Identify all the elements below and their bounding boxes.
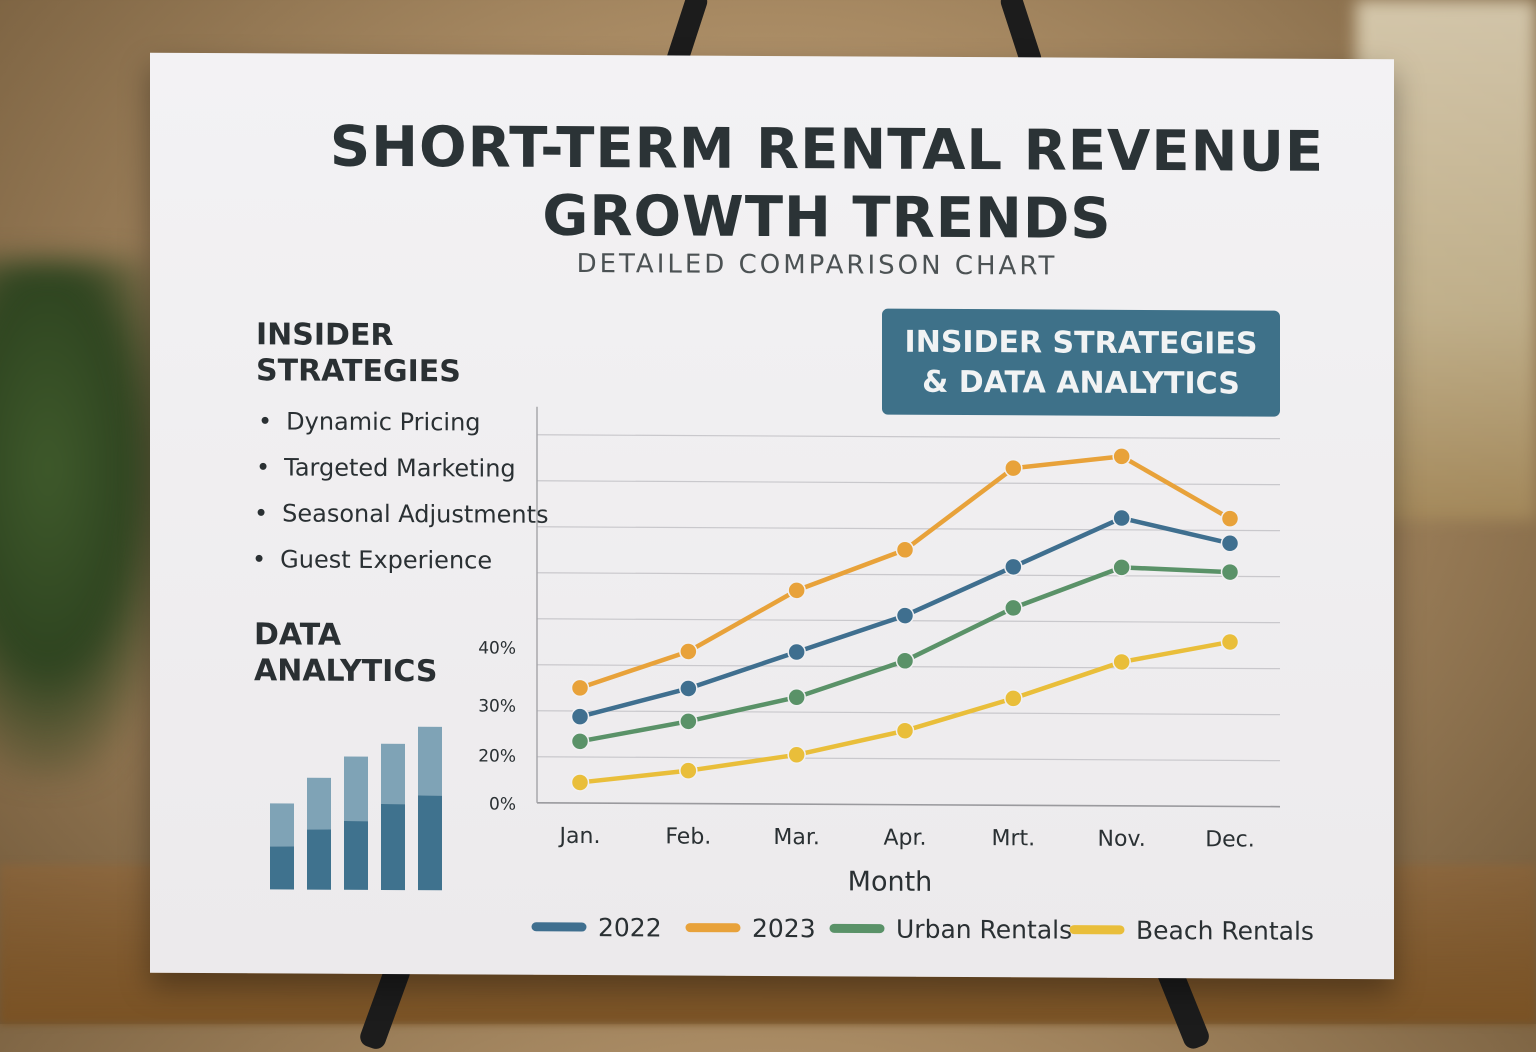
data-point	[1222, 510, 1239, 527]
data-point	[572, 708, 589, 725]
x-axis-title: Month	[848, 866, 933, 897]
grid-line	[537, 803, 1280, 807]
x-tick-label: Feb.	[665, 824, 711, 849]
y-tick-label: 30%	[478, 696, 516, 716]
data-point	[1005, 460, 1022, 477]
data-point	[1113, 510, 1130, 527]
x-tick-label: Dec.	[1205, 827, 1255, 852]
mini-bar-upper	[270, 803, 294, 846]
data-point	[680, 680, 697, 697]
grid-line	[537, 435, 1280, 439]
data-point	[897, 722, 914, 739]
x-tick-label: Mrt.	[992, 826, 1036, 851]
data-point	[572, 679, 589, 696]
mini-bar-lower	[381, 804, 405, 890]
grid-line	[537, 573, 1280, 577]
data-point	[1222, 564, 1239, 581]
data-point	[1113, 448, 1130, 465]
data-point	[1222, 633, 1239, 650]
legend-label: Urban Rentals	[896, 915, 1072, 945]
mini-bar-upper	[307, 778, 331, 830]
mini-bar-chart	[270, 726, 442, 890]
data-point	[788, 746, 805, 763]
data-point	[572, 733, 589, 750]
data-point	[1005, 690, 1022, 707]
data-point	[572, 774, 589, 791]
x-tick-label: Jan.	[558, 824, 601, 849]
data-point	[1222, 535, 1239, 552]
line-chart-legend: 2022 2023 Urban Rentals Beach Rentals	[536, 913, 1314, 946]
mini-bar-lower	[344, 821, 368, 890]
charts-canvas: 0% 20% 30% 40% Jan. Feb. Mar. Apr. Mrt. Nov. Dec. M…	[150, 53, 1394, 980]
x-tick-label: Apr.	[883, 826, 926, 851]
data-point	[788, 643, 805, 660]
legend-label: Beach Rentals	[1136, 916, 1314, 946]
data-point	[897, 541, 914, 558]
line-chart-axes: 0% 20% 30% 40% Jan. Feb. Mar. Apr. Mrt. Nov. Dec. M…	[478, 406, 1255, 899]
x-tick-label: Nov.	[1098, 827, 1146, 852]
data-point	[680, 762, 697, 779]
mini-bar-upper	[344, 756, 368, 821]
data-point	[897, 652, 914, 669]
mini-bar-lower	[270, 846, 294, 889]
data-point	[680, 643, 697, 660]
data-point	[897, 607, 914, 624]
mini-bar-lower	[307, 829, 331, 889]
mini-bar-upper	[381, 744, 405, 804]
y-tick-label: 0%	[489, 795, 516, 815]
data-point	[788, 582, 805, 599]
legend-label: 2022	[598, 913, 662, 942]
data-point	[1113, 653, 1130, 670]
x-tick-label: Mar.	[773, 825, 819, 850]
grid-line	[537, 757, 1280, 761]
y-tick-label: 20%	[478, 746, 516, 766]
data-point	[680, 713, 697, 730]
data-point	[788, 689, 805, 706]
data-point	[1005, 599, 1022, 616]
mini-bar-upper	[418, 727, 442, 796]
legend-label: 2023	[752, 914, 816, 943]
data-point	[1005, 558, 1022, 575]
poster-board: SHORT-TERM RENTAL REVENUE GROWTH TRENDS …	[150, 53, 1394, 980]
data-point	[1113, 559, 1130, 576]
grid-line	[537, 711, 1280, 715]
y-tick-label: 40%	[478, 638, 516, 658]
mini-bar-lower	[418, 796, 442, 891]
